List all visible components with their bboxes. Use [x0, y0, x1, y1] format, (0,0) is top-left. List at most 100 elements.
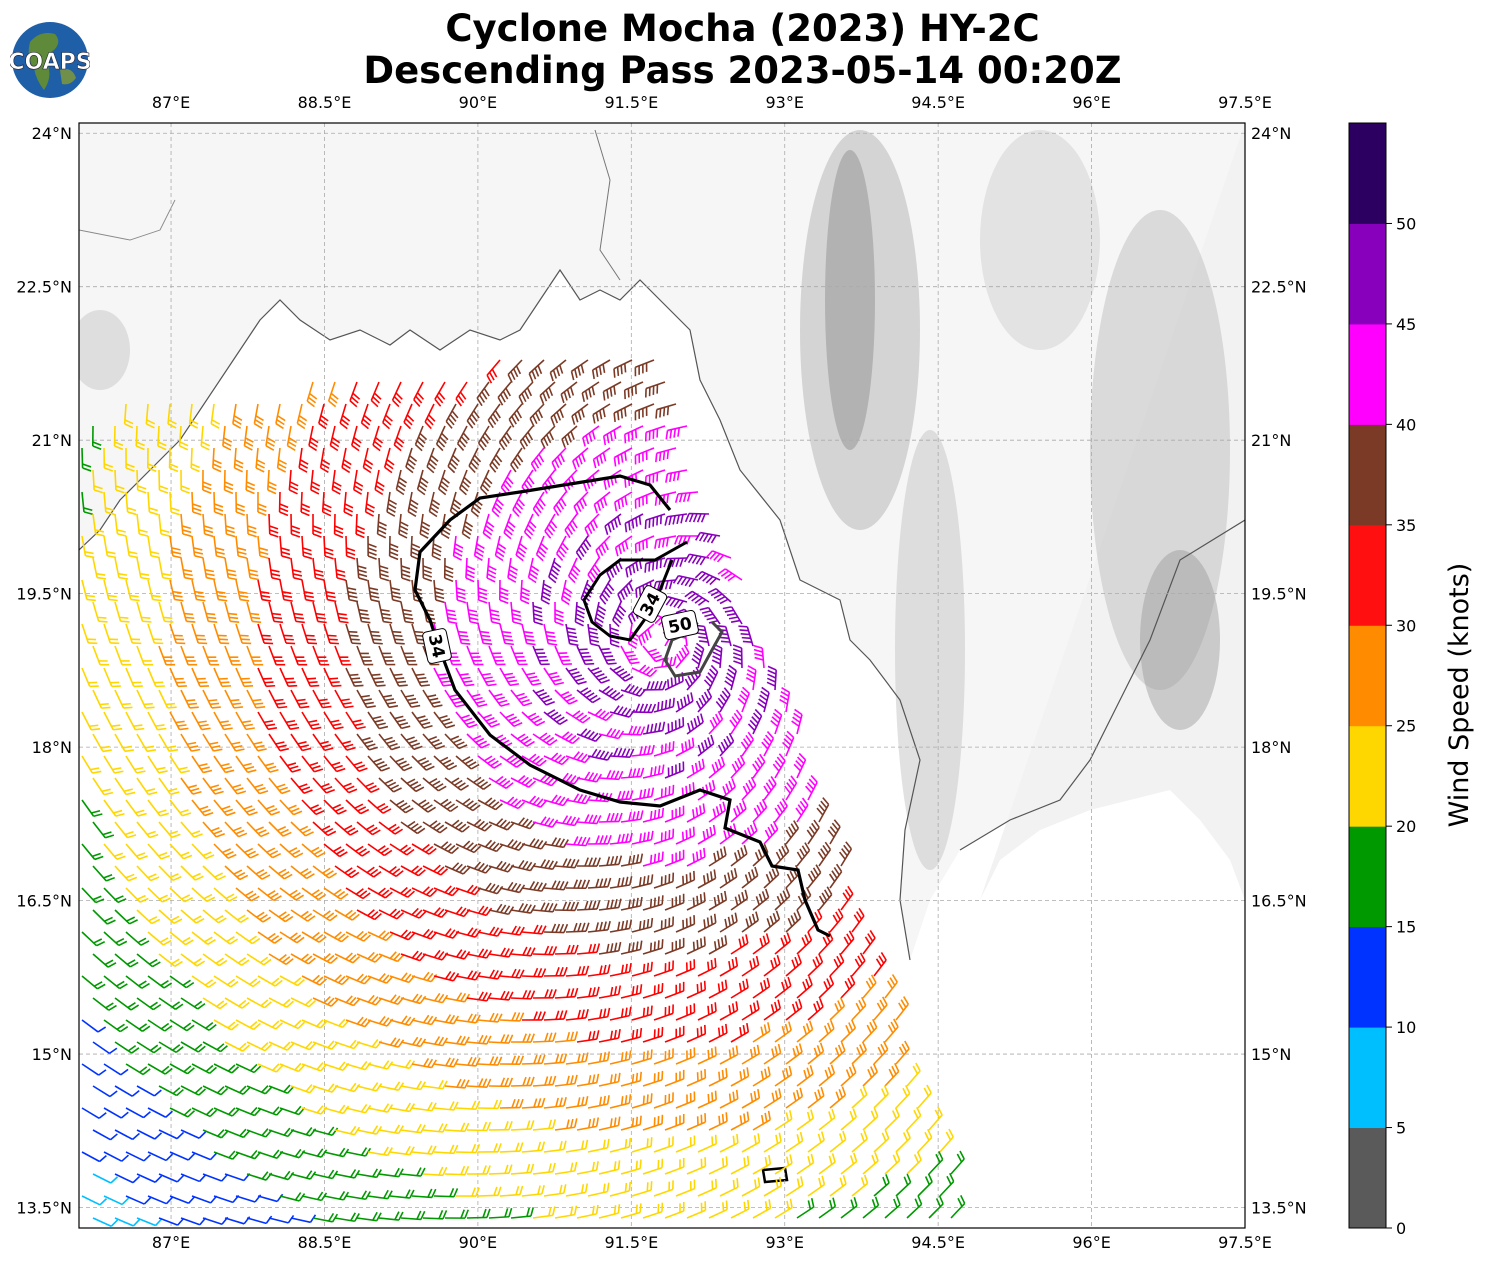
wind-barb [114, 689, 133, 709]
wind-barb [224, 1085, 251, 1095]
wind-barb [136, 645, 154, 666]
wind-barb [543, 880, 569, 891]
wind-barb [851, 907, 865, 933]
wind-barb [323, 711, 344, 730]
wind-barb [312, 821, 337, 837]
wind-barb [279, 843, 304, 859]
wind-barb [235, 1019, 261, 1031]
wind-barb [158, 601, 174, 623]
wind-barb [235, 975, 261, 988]
wind-barb [433, 885, 460, 897]
wind-barb [482, 513, 495, 540]
wind-barb [774, 1065, 793, 1087]
wind-barb [339, 403, 351, 430]
wind-barb [81, 623, 98, 645]
wind-barb [422, 733, 445, 750]
wind-barb [609, 919, 633, 933]
wind-barb [532, 1162, 556, 1175]
wind-barb [565, 793, 592, 805]
wind-barb [323, 843, 348, 858]
wind-barb [766, 665, 778, 691]
wind-barb [609, 876, 633, 889]
wind-barb [512, 491, 526, 518]
wind-barb [532, 1206, 556, 1219]
wind-barb [620, 1027, 643, 1043]
wind-barb [81, 887, 105, 904]
wind-barb [235, 931, 261, 945]
wind-barb [191, 711, 211, 731]
wind-barb [367, 711, 389, 730]
wind-barb [604, 513, 622, 535]
wind-barb [223, 469, 234, 495]
wind-barb [818, 886, 833, 911]
wind-barb [507, 359, 523, 383]
wind-barb [487, 403, 501, 429]
wind-barb [92, 777, 114, 796]
lon-tick-label: 97.5°E [1218, 93, 1272, 112]
wind-barb [411, 843, 437, 855]
wind-barb [561, 425, 578, 448]
wind-barb [576, 728, 603, 743]
wind-barb [499, 1098, 524, 1109]
wind-barb [312, 645, 330, 666]
wind-barb [774, 1154, 793, 1175]
wind-barb [609, 962, 632, 977]
wind-barb [488, 1077, 514, 1088]
wind-barb [818, 975, 835, 999]
wind-barb [169, 1019, 195, 1032]
wind-barb [191, 843, 215, 860]
wind-barb [785, 998, 803, 1021]
wind-barb [257, 975, 283, 987]
lat-tick-label: 19.5°N [1251, 585, 1307, 604]
wind-barb [466, 1121, 492, 1132]
wind-barb [523, 513, 537, 540]
wind-barb [644, 557, 666, 573]
colorbar-bin [1349, 123, 1386, 224]
wind-barb [838, 841, 853, 867]
wind-barb [312, 601, 327, 624]
wind-barb [345, 887, 371, 900]
wind-barb [323, 667, 342, 687]
wind-barb [884, 1151, 901, 1175]
wind-barb [675, 1091, 696, 1109]
wind-barb [180, 689, 199, 709]
wind-barb [708, 890, 728, 911]
wind-barb [631, 874, 654, 889]
wind-barb [378, 1211, 404, 1221]
wind-barb [906, 1062, 921, 1087]
wind-barb [345, 667, 364, 687]
wind-barb [785, 1131, 804, 1153]
wind-barb [774, 842, 790, 867]
wind-barb [169, 755, 190, 774]
wind-barb [411, 886, 438, 898]
wind-barb [587, 877, 612, 889]
wind-barb [540, 425, 556, 449]
wind-barb [92, 865, 116, 882]
wind-barb [829, 908, 844, 933]
wind-barb [576, 943, 601, 955]
wind-barb [466, 905, 493, 917]
wind-barb [686, 847, 706, 867]
wind-barb [334, 952, 361, 964]
wind-barb [268, 645, 286, 666]
wind-barb [235, 579, 250, 602]
wind-barb [422, 557, 433, 582]
wind-barb [378, 557, 390, 582]
wind-barb [349, 381, 361, 408]
wind-barb [554, 901, 580, 912]
wind-barb [503, 513, 516, 540]
wind-barb [279, 755, 301, 773]
wind-barb [763, 1132, 782, 1153]
wind-barb [785, 1176, 804, 1197]
wind-barb [593, 491, 611, 514]
wind-barb [763, 1088, 782, 1109]
wind-barb [699, 606, 721, 625]
wind-barb [433, 798, 459, 813]
wind-barb [136, 1217, 163, 1227]
wind-barb [642, 807, 665, 823]
wind-barb [719, 956, 739, 977]
wind-barb [356, 1082, 383, 1092]
wind-barb [169, 667, 187, 688]
wind-barb [862, 1107, 879, 1131]
wind-barb [180, 865, 204, 881]
